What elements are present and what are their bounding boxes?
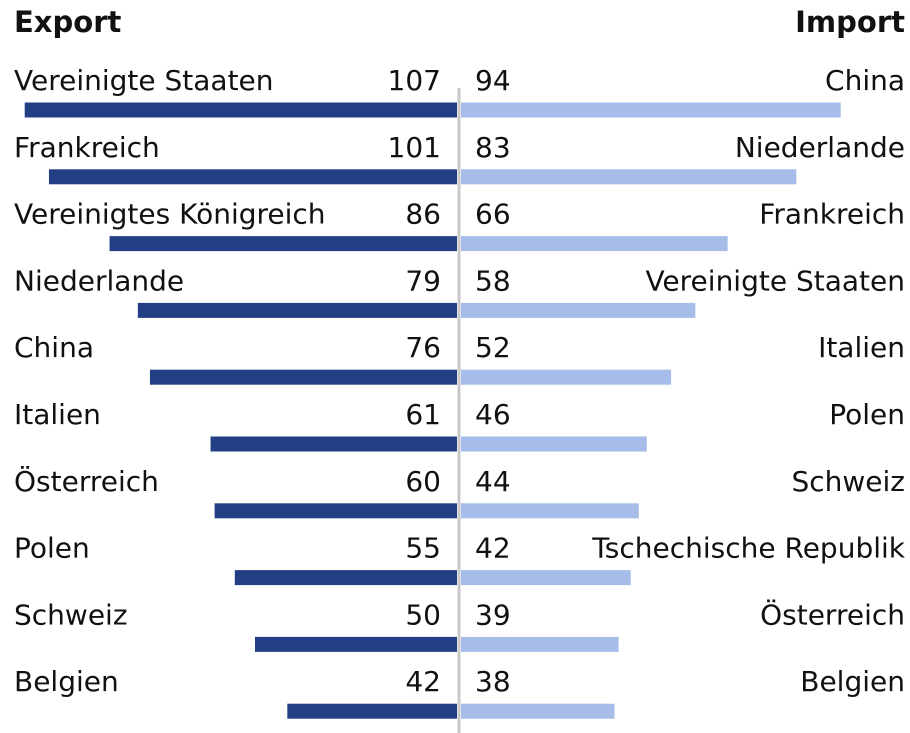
bar <box>24 102 457 118</box>
bar <box>461 102 841 118</box>
value-label: 46 <box>475 398 511 431</box>
bar <box>255 636 457 652</box>
value-label: 83 <box>475 131 511 164</box>
bar <box>461 636 619 652</box>
value-label: 50 <box>405 598 441 631</box>
category-label: Belgien <box>14 665 119 698</box>
value-label: 107 <box>388 64 441 97</box>
category-label: Polen <box>829 398 905 431</box>
bar <box>210 436 457 452</box>
bar <box>234 570 457 586</box>
value-label: 76 <box>405 331 441 364</box>
category-label: Niederlande <box>735 131 905 164</box>
value-label: 86 <box>405 198 441 231</box>
category-label: Frankreich <box>759 198 905 231</box>
category-label: Italien <box>14 398 101 431</box>
category-label: Vereinigte Staaten <box>645 264 905 297</box>
value-label: 60 <box>405 465 441 498</box>
category-label: Belgien <box>800 665 905 698</box>
bar <box>461 302 696 318</box>
category-label: Österreich <box>14 464 159 498</box>
bar <box>461 236 728 252</box>
bar <box>461 570 631 586</box>
panel-title: Export <box>14 5 121 39</box>
bar <box>461 703 615 719</box>
bar <box>461 436 647 452</box>
bar <box>137 302 457 318</box>
category-label: Schweiz <box>791 465 905 498</box>
category-label: Vereinigtes Königreich <box>14 198 326 231</box>
value-label: 79 <box>405 264 441 297</box>
category-label: Italien <box>818 331 905 364</box>
category-label: Österreich <box>760 597 905 631</box>
category-label: China <box>825 64 905 97</box>
value-label: 101 <box>388 131 441 164</box>
value-label: 94 <box>475 64 511 97</box>
value-label: 42 <box>405 665 441 698</box>
value-label: 66 <box>475 198 511 231</box>
bar <box>461 503 639 519</box>
category-label: Niederlande <box>14 264 184 297</box>
bar <box>461 169 797 185</box>
value-label: 52 <box>475 331 511 364</box>
bar <box>287 703 457 719</box>
category-label: Frankreich <box>14 131 160 164</box>
panel-title: Import <box>795 5 905 39</box>
value-label: 38 <box>475 665 511 698</box>
bar <box>461 369 672 385</box>
category-label: Vereinigte Staaten <box>14 64 274 97</box>
value-label: 58 <box>475 264 511 297</box>
bar <box>109 236 457 252</box>
category-label: Tschechische Republik <box>591 532 905 565</box>
category-label: China <box>14 331 94 364</box>
value-label: 42 <box>475 532 511 565</box>
value-label: 55 <box>405 532 441 565</box>
value-label: 61 <box>405 398 441 431</box>
bar <box>149 369 457 385</box>
bar <box>214 503 457 519</box>
category-label: Schweiz <box>14 598 128 631</box>
value-label: 39 <box>475 598 511 631</box>
value-label: 44 <box>475 465 511 498</box>
category-label: Polen <box>14 532 90 565</box>
bar <box>48 169 458 185</box>
